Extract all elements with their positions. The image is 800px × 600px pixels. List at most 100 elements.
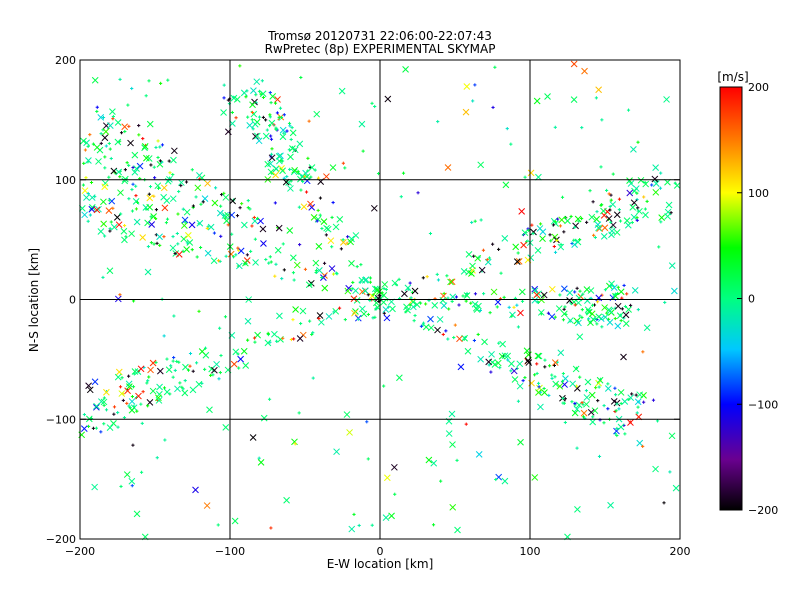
data-point-plus xyxy=(158,145,162,149)
data-point-x xyxy=(534,352,542,360)
data-point-x xyxy=(584,297,591,304)
data-point-x xyxy=(610,284,618,291)
data-point-plus xyxy=(615,402,619,406)
data-point-plus xyxy=(281,336,285,340)
data-point-x xyxy=(490,288,498,296)
data-point-plus xyxy=(203,346,208,350)
data-point-x xyxy=(114,373,122,381)
data-point-plus xyxy=(218,259,222,263)
data-point-x xyxy=(581,67,588,75)
data-point-x xyxy=(315,242,323,250)
data-point-plus xyxy=(548,233,552,237)
data-point-plus xyxy=(439,479,443,483)
data-point-plus xyxy=(473,292,478,296)
data-point-plus xyxy=(152,165,156,169)
x-tick-label: −100 xyxy=(215,545,245,558)
data-point-plus xyxy=(345,241,349,245)
data-point-x xyxy=(544,93,551,100)
data-point-plus xyxy=(292,337,296,341)
data-point-plus xyxy=(154,145,158,150)
data-point-plus xyxy=(245,253,249,257)
data-point-plus xyxy=(251,127,255,131)
data-point-plus xyxy=(419,324,424,328)
data-point-plus xyxy=(600,325,604,329)
data-point-x xyxy=(257,459,265,466)
data-point-plus xyxy=(563,215,567,220)
data-point-plus xyxy=(450,299,454,304)
data-point-x xyxy=(133,165,140,172)
data-point-plus xyxy=(149,215,153,219)
data-point-x xyxy=(264,339,272,347)
data-point-plus xyxy=(577,238,582,242)
data-point-plus xyxy=(641,350,645,354)
data-point-x xyxy=(636,439,644,447)
data-point-x xyxy=(170,156,177,164)
data-point-plus xyxy=(197,309,201,313)
data-point-plus xyxy=(222,83,226,87)
data-point-x xyxy=(562,375,569,382)
data-point-x xyxy=(93,402,100,410)
data-point-x xyxy=(612,292,619,300)
data-point-plus xyxy=(216,259,221,263)
data-point-x xyxy=(272,165,280,173)
data-point-x xyxy=(128,477,136,485)
data-point-x xyxy=(93,206,101,214)
data-point-plus xyxy=(324,233,328,237)
data-point-x xyxy=(518,207,526,215)
data-point-x xyxy=(457,363,465,371)
data-point-plus xyxy=(253,340,257,344)
data-point-plus xyxy=(465,291,469,296)
data-point-x xyxy=(333,448,340,456)
data-point-plus xyxy=(180,385,184,389)
data-point-x xyxy=(279,126,287,134)
data-point-x xyxy=(253,78,261,86)
data-point-plus xyxy=(124,235,128,239)
data-point-x xyxy=(222,424,230,431)
data-point-x xyxy=(606,319,614,326)
data-point-plus xyxy=(635,218,639,222)
data-point-plus xyxy=(261,95,266,100)
data-point-plus xyxy=(445,274,449,278)
data-point-x xyxy=(560,310,568,318)
data-point-x xyxy=(576,333,584,341)
data-point-x xyxy=(241,221,248,229)
data-point-x xyxy=(105,207,113,214)
data-point-plus xyxy=(496,247,501,251)
data-point-plus xyxy=(366,312,370,317)
data-point-plus xyxy=(366,457,370,461)
data-point-x xyxy=(384,95,392,103)
data-point-x xyxy=(551,359,559,366)
data-point-plus xyxy=(289,137,293,142)
data-point-x xyxy=(180,235,188,243)
data-point-plus xyxy=(109,156,113,161)
data-point-x xyxy=(308,164,316,171)
y-axis-ticks: −200 −100 0 100 200 xyxy=(46,54,680,546)
data-point-x xyxy=(102,128,110,135)
data-point-plus xyxy=(441,332,445,337)
data-point-x xyxy=(156,383,163,391)
data-point-x xyxy=(516,382,524,390)
data-point-x xyxy=(652,188,660,196)
data-point-plus xyxy=(444,329,448,333)
data-point-x xyxy=(233,96,241,103)
data-point-plus xyxy=(412,319,416,323)
data-point-x xyxy=(627,180,635,187)
data-point-plus xyxy=(267,397,272,401)
data-point-plus xyxy=(118,293,122,297)
data-point-x xyxy=(291,166,298,174)
data-point-plus xyxy=(165,217,170,221)
data-point-plus xyxy=(205,226,209,231)
data-point-x xyxy=(624,221,632,229)
data-point-x xyxy=(494,298,502,306)
data-point-x xyxy=(115,168,123,176)
data-point-plus xyxy=(512,305,516,309)
data-point-plus xyxy=(244,95,248,99)
data-point-plus xyxy=(593,235,597,240)
data-point-plus xyxy=(490,242,495,246)
data-point-x xyxy=(221,212,229,219)
data-point-plus xyxy=(599,165,603,169)
data-point-plus xyxy=(587,317,591,321)
data-point-plus xyxy=(86,191,90,196)
data-point-plus xyxy=(603,288,608,292)
data-point-x xyxy=(352,287,359,295)
